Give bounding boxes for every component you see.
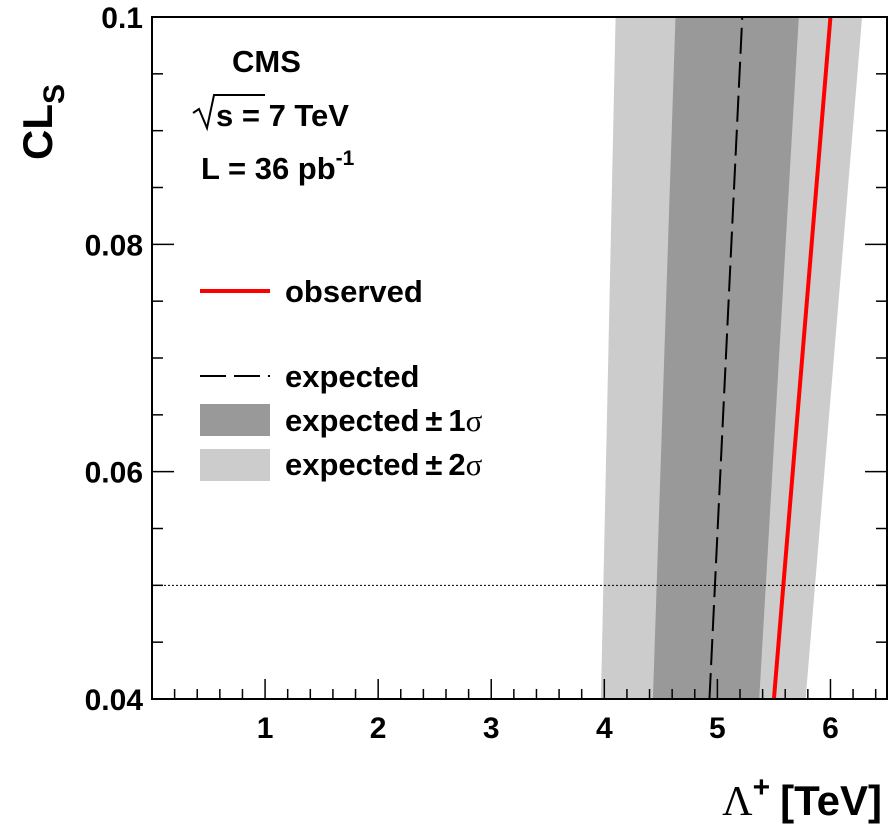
y-tick-label: 0.08 — [85, 229, 143, 262]
x-tick-label: 3 — [483, 712, 500, 745]
x-tick-label: 6 — [822, 712, 839, 745]
x-tick-label: 1 — [257, 712, 274, 745]
expected-line — [708, 17, 744, 699]
x-tick-label: 5 — [709, 712, 726, 745]
legend-two-sigma-label: expected ±2σ — [285, 447, 483, 482]
legend-one-sigma-swatch — [200, 404, 270, 436]
x-axis-title: Λ+ [TeV] — [722, 771, 882, 825]
x-tick-label: 2 — [370, 712, 387, 745]
observed-line — [771, 17, 833, 699]
x-tick-label: 4 — [596, 712, 613, 745]
legend-observed-label: observed — [285, 274, 423, 309]
y-axis-title: CLS — [14, 84, 71, 160]
y-tick-label: 0.04 — [85, 684, 144, 717]
luminosity-label: L = 36 pb-1 — [201, 147, 355, 186]
y-tick-label: 0.1 — [101, 2, 143, 35]
legend-expected-label: expected — [285, 359, 419, 394]
y-tick-label: 0.06 — [85, 457, 143, 490]
sqrt-icon — [192, 94, 265, 132]
plot-area — [152, 17, 887, 699]
legend-one-sigma-label: expected ±1σ — [285, 403, 483, 438]
legend-two-sigma-swatch — [200, 449, 270, 481]
legend: observed expected expected ±1σ expected ±2… — [200, 274, 483, 482]
axis-ticks: 1 2 3 4 5 6 0.04 0.06 0.08 0.1 — [85, 2, 887, 745]
experiment-label: CMS — [232, 44, 301, 79]
energy-label: s = 7 TeV — [216, 98, 349, 133]
